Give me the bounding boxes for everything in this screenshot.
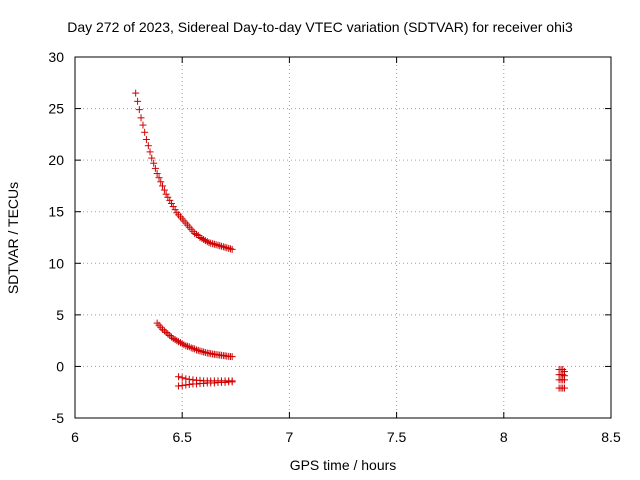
data-point — [146, 148, 154, 156]
data-point — [221, 243, 229, 251]
data-point — [194, 346, 202, 354]
x-tick-label: 6 — [71, 429, 79, 445]
data-point — [166, 331, 174, 339]
data-point — [162, 328, 170, 336]
data-point — [207, 350, 215, 358]
data-point — [200, 348, 208, 356]
data-point — [205, 239, 213, 247]
data-point — [157, 178, 165, 186]
x-tick-label: 6.5 — [172, 429, 192, 445]
data-point — [178, 340, 186, 348]
data-point — [221, 378, 229, 386]
x-tick-label: 7.5 — [387, 429, 407, 445]
data-point — [182, 381, 190, 389]
data-point — [164, 193, 172, 201]
data-point — [160, 186, 168, 194]
x-axis-label: GPS time / hours — [290, 457, 397, 473]
data-point — [148, 154, 156, 162]
y-tick-label: 10 — [48, 255, 64, 271]
y-tick-label: 25 — [48, 101, 64, 117]
grid-lines — [75, 57, 611, 418]
data-point — [187, 344, 195, 352]
data-point — [189, 344, 197, 352]
data-point — [151, 164, 159, 172]
data-point — [141, 128, 149, 136]
data-point — [228, 245, 236, 253]
chart-title: Day 272 of 2023, Sidereal Day-to-day VTE… — [67, 19, 573, 35]
data-point — [167, 199, 175, 207]
y-tick-label: 20 — [48, 152, 64, 168]
data-point — [150, 159, 158, 167]
data-point — [166, 196, 174, 204]
data-point — [219, 243, 227, 251]
data-points — [132, 89, 568, 392]
x-tick-label: 8.5 — [601, 429, 621, 445]
data-point — [160, 327, 168, 335]
data-point — [193, 380, 201, 388]
data-point — [144, 142, 152, 150]
data-point — [178, 382, 186, 390]
data-point — [155, 174, 163, 182]
y-tick-label: 0 — [56, 358, 64, 374]
data-point — [214, 241, 222, 249]
data-point — [226, 245, 234, 253]
data-point — [132, 89, 140, 97]
data-point — [175, 382, 183, 390]
data-point — [216, 242, 224, 250]
tick-labels: 6 6.5 7 7.5 8 8.5 -5 0 5 10 15 20 25 30 — [48, 49, 621, 445]
data-point — [167, 333, 175, 341]
data-point — [173, 337, 181, 345]
plot-frame — [74, 56, 612, 419]
data-point — [164, 330, 172, 338]
data-point — [560, 384, 568, 392]
x-tick-label: 7 — [286, 429, 294, 445]
data-point — [185, 380, 193, 388]
y-tick-label: 30 — [48, 49, 64, 65]
data-point — [560, 376, 568, 384]
data-point — [223, 244, 231, 252]
data-point — [182, 342, 190, 350]
data-point — [158, 182, 166, 190]
data-point — [137, 114, 145, 122]
data-point — [210, 240, 218, 248]
data-point — [203, 238, 211, 246]
data-point — [135, 106, 143, 114]
data-point — [225, 244, 233, 252]
data-point — [200, 236, 208, 244]
y-tick-label: -5 — [52, 410, 65, 426]
data-point — [210, 379, 218, 387]
x-tick-label: 8 — [500, 429, 508, 445]
data-point — [182, 375, 190, 383]
data-point — [162, 190, 170, 198]
data-point — [209, 240, 217, 248]
data-point — [142, 136, 150, 144]
data-point — [217, 242, 225, 250]
y-tick-label: 15 — [48, 204, 64, 220]
data-point — [139, 121, 147, 129]
data-point — [134, 97, 142, 105]
data-point — [228, 353, 236, 361]
data-point — [171, 206, 179, 214]
data-point — [193, 346, 201, 354]
data-point — [193, 230, 201, 238]
data-point — [228, 378, 236, 386]
data-point — [201, 349, 209, 357]
data-point — [198, 347, 206, 355]
data-point — [169, 203, 177, 211]
data-point — [175, 373, 183, 381]
data-point — [184, 342, 192, 350]
y-tick-label: 5 — [56, 307, 64, 323]
data-point — [153, 170, 161, 178]
y-axis-label: SDTVAR / TECUs — [5, 182, 21, 294]
axis-ticks — [74, 56, 612, 419]
data-point — [200, 379, 208, 387]
data-point — [178, 374, 186, 382]
data-point — [212, 241, 220, 249]
